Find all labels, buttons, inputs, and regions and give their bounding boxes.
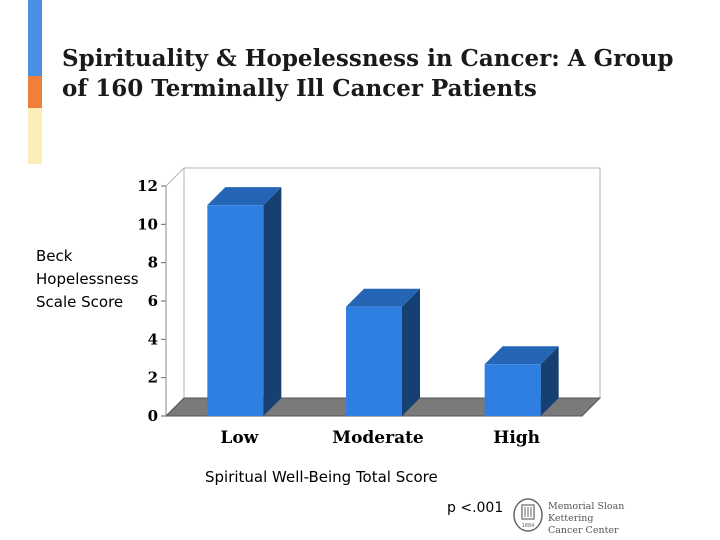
bar-moderate	[346, 306, 402, 416]
accent-bar-orange	[28, 76, 42, 108]
bar-side-high	[540, 346, 559, 416]
x-axis-label: Spiritual Well-Being Total Score	[205, 468, 438, 486]
bar-top-moderate	[346, 288, 420, 307]
x-category-label-low: Low	[220, 428, 258, 448]
msk-logo: 1884 Memorial Sloan Kettering Cancer Cen…	[512, 497, 672, 536]
x-category-label-moderate: Moderate	[332, 428, 424, 448]
slide-title: Spirituality & Hopelessness in Cancer: A…	[62, 45, 674, 102]
seal-year: 1884	[522, 523, 535, 529]
bar-top-high	[484, 346, 559, 365]
bar-low	[207, 205, 264, 416]
y-axis-label: Beck Hopelessness Scale Score	[36, 247, 139, 311]
accent-bar-cream	[28, 108, 42, 164]
y-tick-label-6: 12	[137, 177, 158, 195]
bar-side-low	[263, 187, 282, 416]
bar-high	[484, 364, 541, 416]
y-tick-label-2: 4	[148, 330, 158, 348]
msk-seal-icon: 1884	[513, 498, 543, 532]
y-tick-label-3: 6	[148, 292, 158, 310]
y-tick-label-5: 10	[137, 215, 158, 233]
bar-top-low	[207, 187, 282, 206]
accent-bar-blue	[28, 0, 42, 76]
y-tick-label-1: 2	[148, 369, 158, 387]
y-tick-label-0: 0	[148, 407, 158, 425]
y-tick-label-4: 8	[148, 254, 158, 272]
logo-line-1: Memorial Sloan Kettering	[548, 501, 625, 524]
p-value-note: p <.001	[447, 500, 504, 516]
plot-side-wall	[165, 166, 185, 418]
bar-side-moderate	[402, 288, 420, 416]
logo-line-2: Cancer Center	[548, 525, 619, 536]
x-category-label-high: High	[493, 428, 540, 448]
